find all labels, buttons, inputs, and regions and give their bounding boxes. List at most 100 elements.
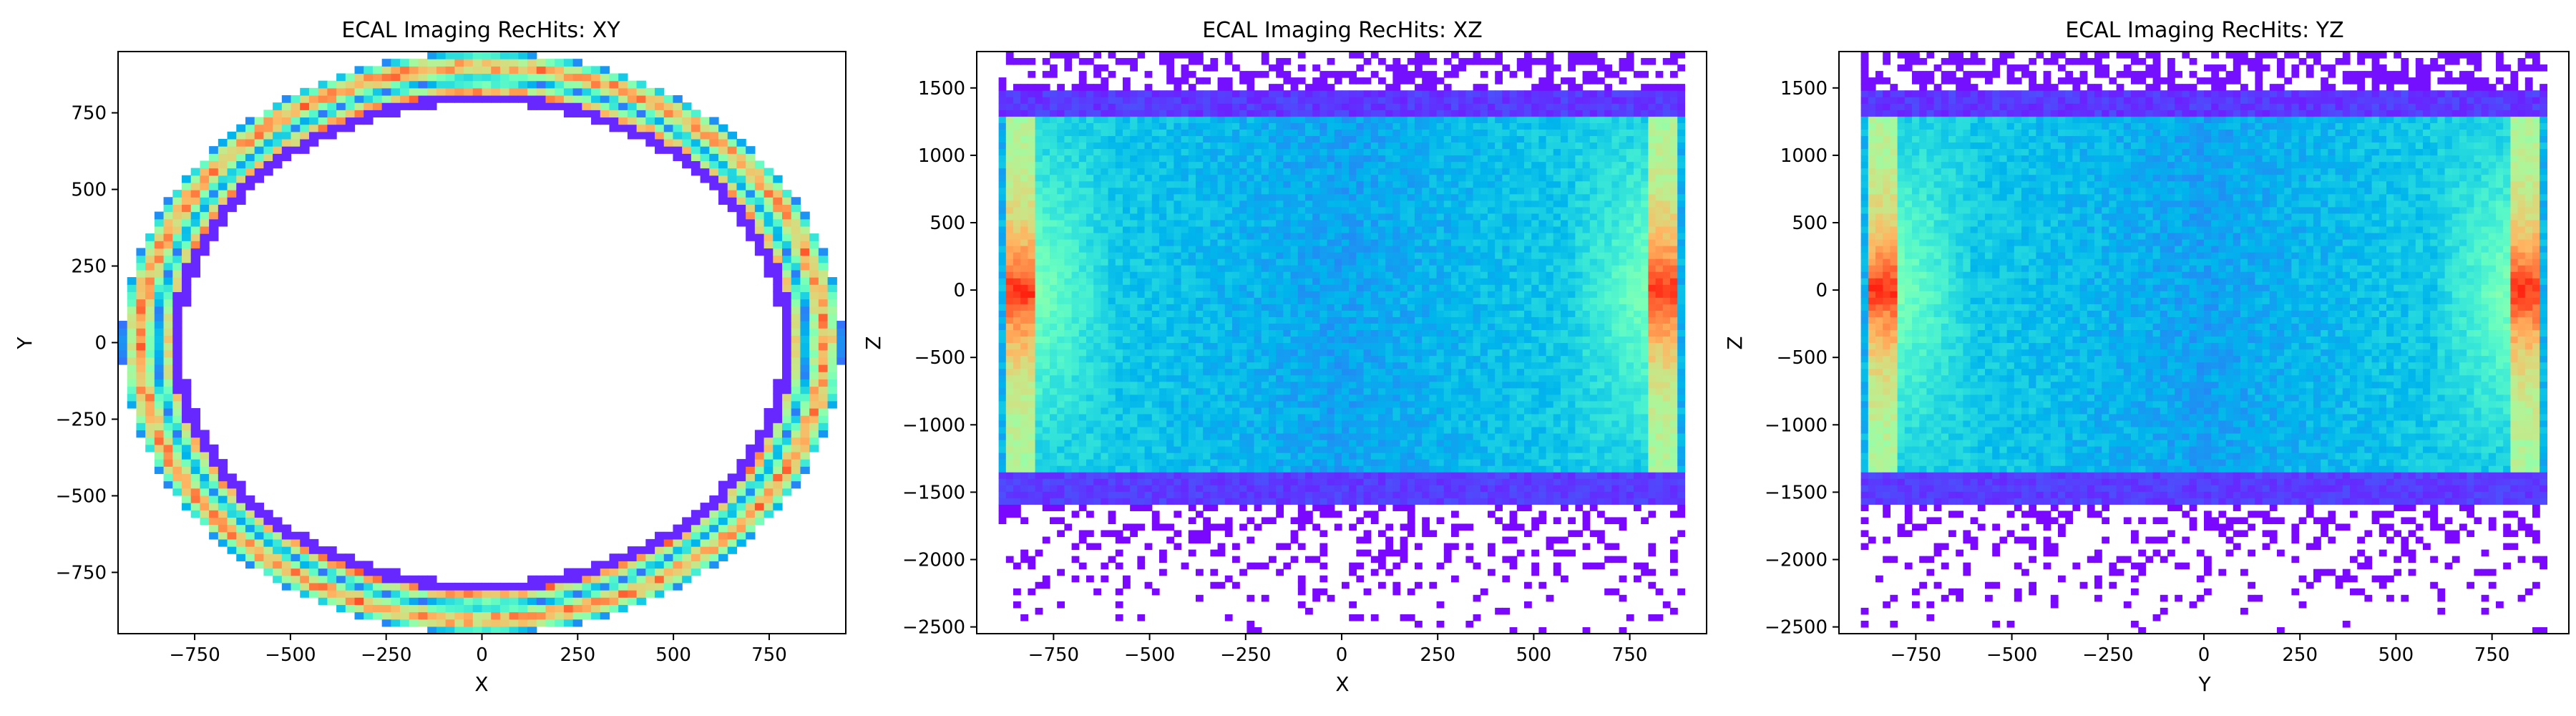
heatmap-cell — [1013, 355, 1021, 363]
heatmap-cell — [1028, 407, 1036, 415]
heatmap-cell — [190, 473, 201, 482]
panel-xz: ECAL Imaging RecHits: XZ −750 −500 −250 0 25… — [862, 18, 1707, 696]
heatmap-cell — [1013, 155, 1021, 163]
heatmap-cell — [1159, 103, 1167, 110]
heatmap-cell — [1166, 52, 1174, 59]
heatmap-cell — [172, 306, 182, 314]
heatmap-cell — [345, 582, 356, 591]
heatmap-cell — [1210, 200, 1219, 208]
heatmap-cell — [1057, 374, 1065, 382]
heatmap-cell — [1159, 180, 1167, 188]
heatmap-cell — [1159, 226, 1167, 233]
heatmap-cell — [1312, 453, 1320, 460]
heatmap-cell — [1327, 426, 1335, 434]
heatmap-cell — [281, 131, 292, 140]
heatmap-cell — [1013, 459, 1021, 466]
heatmap-cell — [499, 80, 510, 89]
heatmap-cell — [998, 122, 1007, 130]
heatmap-cell — [1144, 219, 1153, 227]
heatmap-cell — [1319, 142, 1328, 150]
heatmap-cell — [1181, 232, 1189, 240]
heatmap-cell — [1130, 64, 1138, 72]
heatmap-cell — [1101, 271, 1109, 279]
heatmap-cell — [1269, 174, 1277, 182]
heatmap-cell — [1174, 349, 1182, 357]
heatmap-cell — [609, 73, 619, 82]
heatmap-cell — [1013, 323, 1021, 331]
heatmap-cell — [700, 131, 710, 140]
heatmap-cell — [1290, 407, 1299, 415]
heatmap-cell — [509, 611, 519, 620]
heatmap-cell — [818, 306, 829, 314]
heatmap-cell — [791, 379, 801, 387]
heatmap-cell — [1078, 71, 1087, 78]
heatmap-cell — [1181, 291, 1189, 298]
heatmap-cell — [1071, 161, 1080, 169]
heatmap-cell — [354, 117, 364, 125]
heatmap-cell — [1327, 413, 1335, 421]
heatmap-cell — [1188, 530, 1196, 538]
heatmap-cell — [1210, 549, 1219, 557]
heatmap-cell — [1305, 368, 1313, 376]
heatmap-cell — [227, 153, 237, 162]
heatmap-cell — [1144, 187, 1153, 195]
heatmap-cell — [1151, 284, 1160, 291]
heatmap-cell — [1290, 110, 1299, 117]
heatmap-cell — [1210, 407, 1219, 415]
heatmap-cell — [1078, 413, 1087, 421]
heatmap-cell — [1246, 316, 1255, 324]
heatmap-cell — [700, 503, 710, 511]
heatmap-cell — [1334, 77, 1342, 84]
heatmap-cell — [572, 590, 582, 598]
heatmap-cell — [1101, 161, 1109, 169]
heatmap-cell — [145, 422, 155, 431]
heatmap-cell — [1254, 362, 1262, 369]
heatmap-cell — [754, 517, 765, 526]
heatmap-cell — [1334, 291, 1342, 298]
heatmap-cell — [1305, 362, 1313, 369]
heatmap-cell — [1101, 394, 1109, 402]
heatmap-cell — [700, 117, 710, 125]
heatmap-cell — [1290, 103, 1299, 110]
heatmap-cell — [1283, 420, 1292, 427]
heatmap-cell — [1151, 213, 1160, 221]
heatmap-cell — [1181, 77, 1189, 84]
heatmap-cell — [1028, 116, 1036, 123]
heatmap-cell — [1166, 465, 1174, 473]
heatmap-cell — [1312, 110, 1320, 117]
heatmap-cell — [736, 211, 746, 220]
heatmap-cell — [172, 430, 182, 438]
heatmap-cell — [381, 87, 391, 96]
heatmap-cell — [1130, 232, 1138, 240]
heatmap-cell — [1203, 232, 1211, 240]
heatmap-cell — [746, 510, 756, 518]
heatmap-cell — [1086, 116, 1094, 123]
heatmap-cell — [1224, 193, 1233, 201]
heatmap-cell — [1312, 432, 1320, 440]
heatmap-cell — [773, 466, 783, 475]
heatmap-cell — [136, 262, 146, 271]
heatmap-cell — [591, 582, 601, 591]
heatmap-cell — [1232, 362, 1240, 369]
heatmap-cell — [1312, 349, 1320, 357]
heatmap-cell — [1342, 110, 1350, 117]
heatmap-cell — [1312, 387, 1320, 395]
heatmap-cell — [1283, 238, 1292, 246]
heatmap-cell — [1217, 349, 1226, 357]
heatmap-cell — [673, 538, 683, 547]
heatmap-cell — [582, 95, 592, 103]
heatmap-cell — [1020, 213, 1028, 221]
heatmap-cell — [1057, 200, 1065, 208]
heatmap-cell — [163, 241, 173, 248]
heatmap-cell — [1290, 459, 1299, 466]
heatmap-cell — [998, 148, 1007, 156]
heatmap-cell — [1115, 180, 1123, 188]
heatmap-cell — [1334, 394, 1342, 402]
heatmap-cell — [1312, 129, 1320, 137]
heatmap-cell — [1232, 342, 1240, 350]
heatmap-cell — [1166, 491, 1174, 498]
heatmap-cell — [281, 117, 292, 125]
heatmap-cell — [1188, 504, 1196, 511]
heatmap-cell — [345, 110, 356, 118]
heatmap-cell — [1327, 394, 1335, 402]
